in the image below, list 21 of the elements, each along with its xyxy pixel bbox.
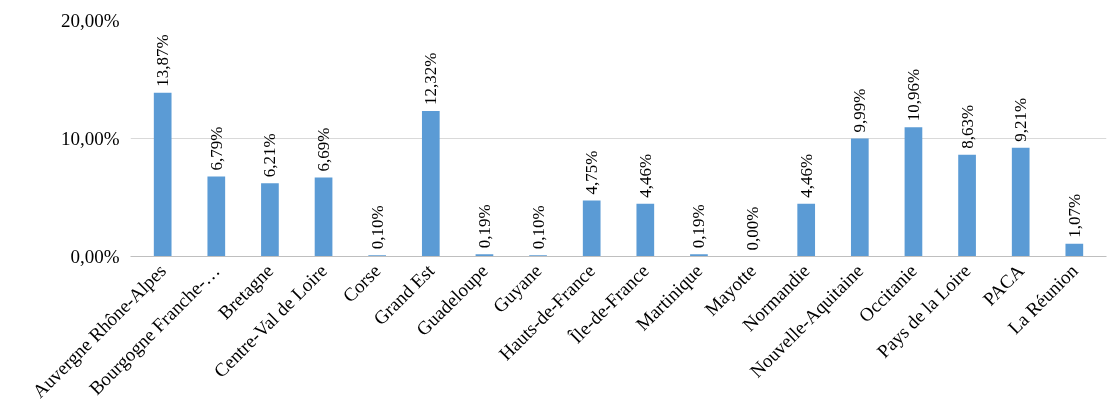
data-label: 0,19% [474,204,494,249]
data-label: 6,21% [260,133,280,178]
data-label: 1,07% [1064,193,1084,238]
data-label: 4,46% [635,153,655,198]
data-label: 8,63% [957,104,977,149]
data-label: 4,75% [582,150,602,195]
y-tick-label: 20,00% [60,10,120,31]
data-label: 4,46% [796,153,816,198]
data-label: 13,87% [153,34,173,87]
data-label: 10,96% [903,68,923,122]
data-label: 0,10% [528,205,548,250]
data-label: 6,79% [206,126,226,171]
data-label: 0,19% [689,204,709,249]
data-label: 9,21% [1011,97,1031,142]
data-label: 0,00% [743,206,763,251]
data-label: 0,10% [367,205,387,250]
data-label: 12,32% [421,52,441,106]
data-label: 6,69% [314,127,334,172]
y-tick-label: 10,00% [60,128,120,149]
data-label: 9,99% [850,88,870,133]
y-tick-label: 0,00% [70,246,120,267]
